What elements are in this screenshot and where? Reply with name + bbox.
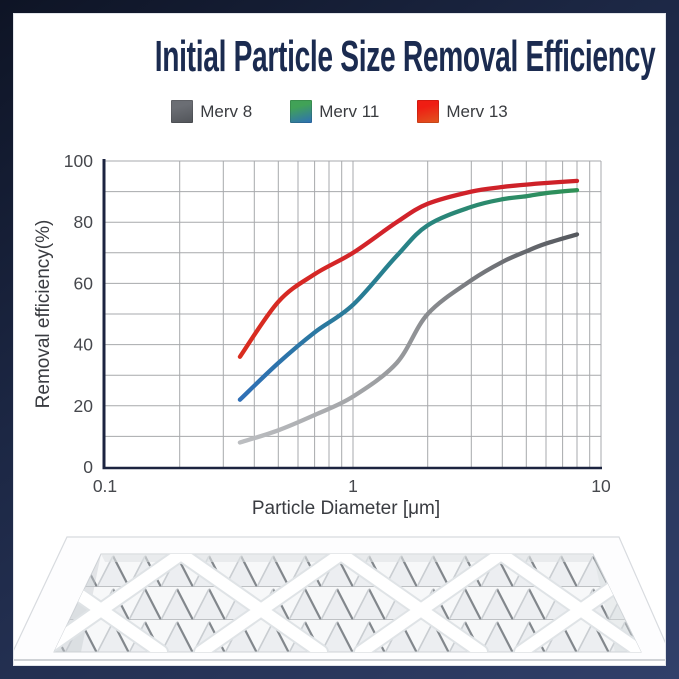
page-title-text: Initial Particle Size Removal Efficiency (154, 32, 656, 81)
legend-item-merv8: Merv 8 (171, 100, 252, 123)
svg-text:0: 0 (83, 457, 93, 477)
series-line-merv8 (237, 232, 580, 445)
x-axis-title: Particle Diameter [μm] (252, 498, 440, 519)
svg-text:20: 20 (74, 396, 94, 416)
legend-item-merv13: Merv 13 (417, 100, 508, 123)
merv11-swatch-icon (290, 100, 313, 123)
air-filter-image (14, 536, 665, 661)
merv8-swatch-icon (171, 100, 194, 123)
svg-text:40: 40 (74, 335, 94, 355)
merv13-swatch-icon (417, 100, 440, 123)
legend-label: Merv 11 (319, 101, 380, 121)
legend-label: Merv 8 (200, 101, 253, 121)
chart-axes (102, 159, 602, 470)
svg-text:80: 80 (74, 212, 94, 232)
svg-text:0.1: 0.1 (93, 476, 117, 496)
svg-text:10: 10 (591, 476, 611, 496)
filter-lattice (54, 554, 641, 652)
chart-grid (105, 160, 602, 467)
svg-text:100: 100 (64, 151, 93, 171)
series-line-merv13 (237, 178, 580, 359)
chart-tick-labels: 0 20 40 60 80 100 0.1 1 10 (64, 151, 611, 496)
page-title: Initial Particle Size Removal Efficiency (14, 32, 665, 82)
chart-legend: Merv 8 Merv 11 Merv 13 (14, 100, 665, 123)
svg-text:60: 60 (74, 273, 94, 293)
legend-label: Merv 13 (446, 101, 508, 121)
y-axis-title: Removal efficiency(%) (33, 220, 54, 409)
series-line-merv11 (237, 187, 580, 402)
svg-text:1: 1 (348, 476, 358, 496)
legend-item-merv11: Merv 11 (290, 100, 379, 123)
content-card: Initial Particle Size Removal Efficiency… (13, 13, 666, 666)
